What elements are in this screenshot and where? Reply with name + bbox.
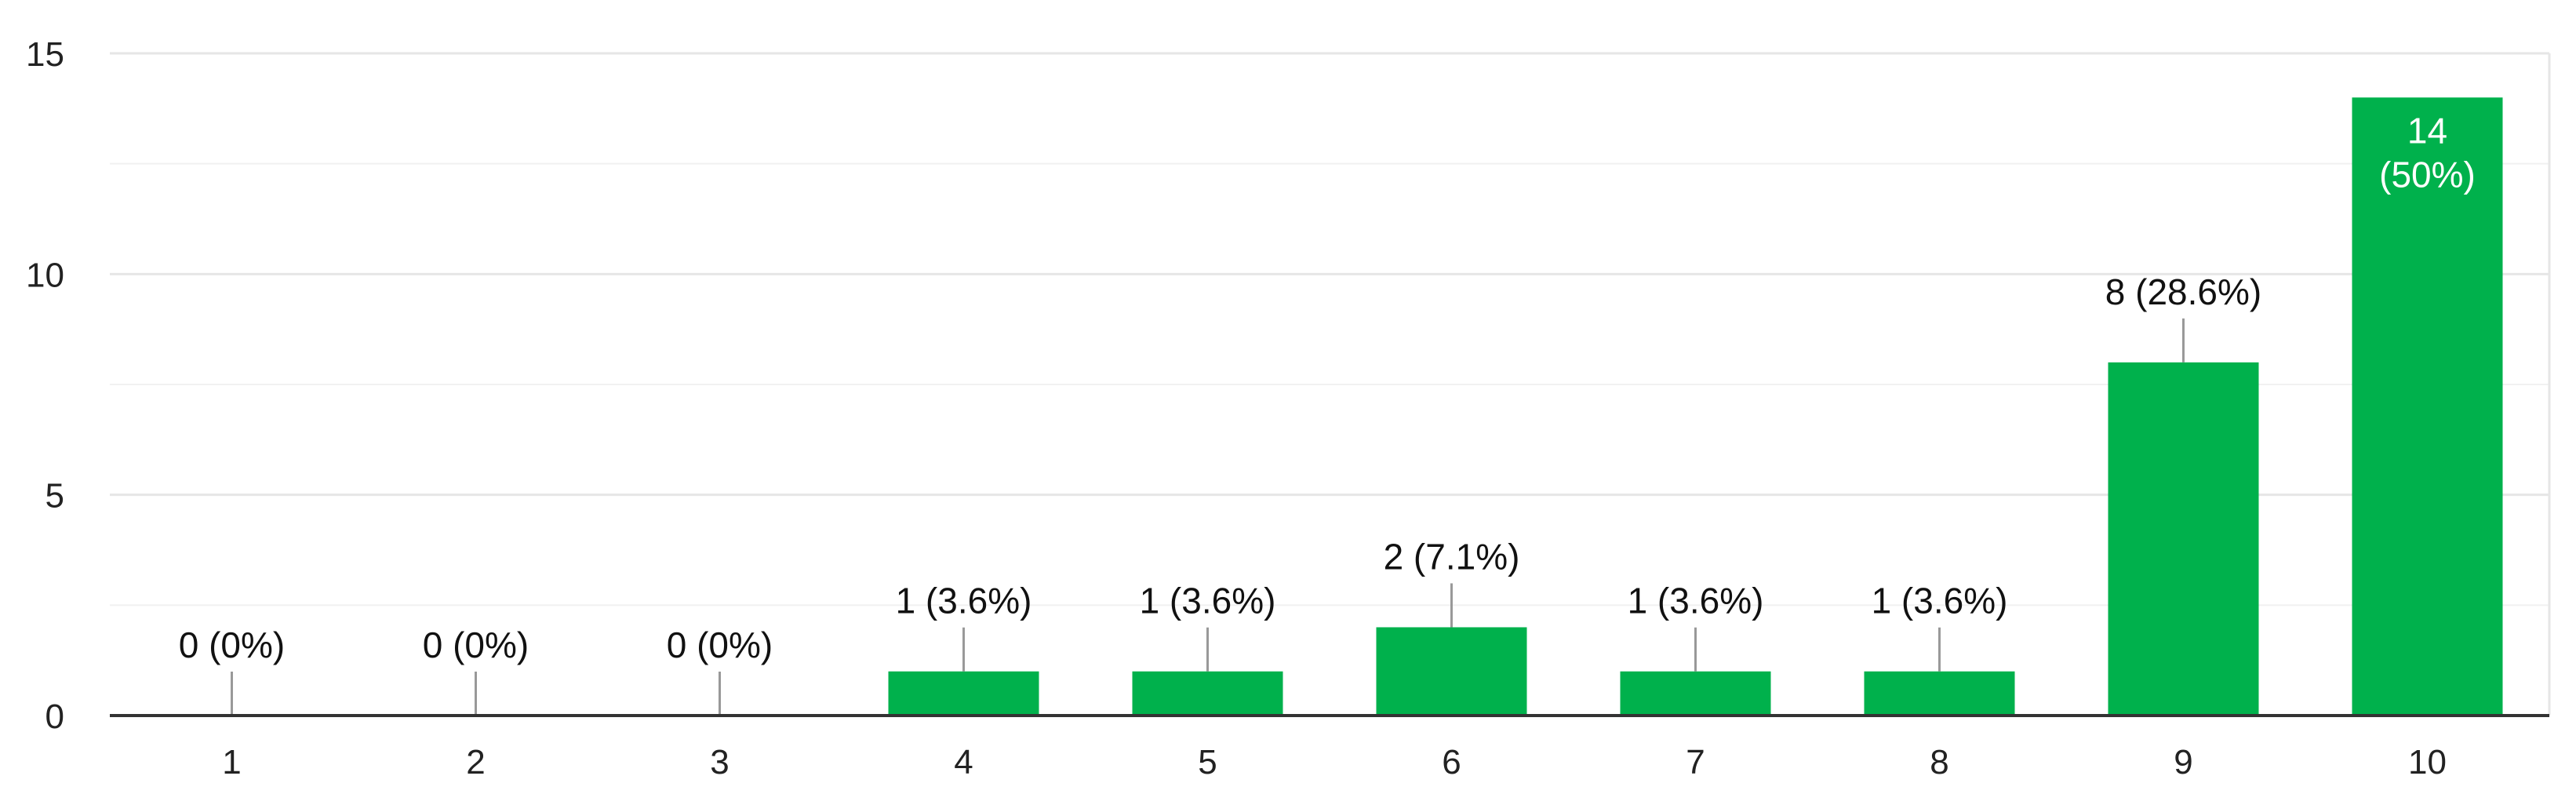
data-label: 8 (28.6%): [2105, 271, 2261, 312]
data-label: 1 (3.6%): [1140, 581, 1276, 621]
x-tick-label: 10: [2408, 743, 2447, 781]
bar: [1132, 671, 1283, 716]
x-tick-label: 6: [1442, 743, 1461, 781]
data-label: 0 (0%): [667, 625, 773, 665]
x-tick-label: 7: [1686, 743, 1705, 781]
data-label: 14 (50%): [2379, 110, 2476, 195]
x-tick-label: 3: [710, 743, 729, 781]
bar: [2352, 97, 2503, 716]
data-label: 1 (3.6%): [1628, 581, 1764, 621]
data-label: 0 (0%): [179, 625, 285, 665]
data-label: 2 (7.1%): [1384, 536, 1520, 577]
bar: [1620, 671, 1771, 716]
bar: [1864, 671, 2015, 716]
y-tick-label: 15: [26, 35, 64, 74]
bar: [2108, 362, 2259, 716]
x-tick-label: 2: [466, 743, 485, 781]
data-label: 0 (0%): [423, 625, 529, 665]
bar: [888, 671, 1039, 716]
bar: [1376, 627, 1527, 716]
y-tick-label: 10: [26, 256, 64, 294]
x-tick-label: 5: [1198, 743, 1217, 781]
data-label: 1 (3.6%): [1872, 581, 2008, 621]
data-label: 1 (3.6%): [896, 581, 1032, 621]
x-tick-label: 1: [222, 743, 241, 781]
x-tick-label: 9: [2174, 743, 2192, 781]
y-tick-label: 0: [45, 698, 64, 736]
y-tick-label: 5: [45, 477, 64, 515]
x-tick-label: 8: [1930, 743, 1948, 781]
x-tick-label: 4: [954, 743, 973, 781]
